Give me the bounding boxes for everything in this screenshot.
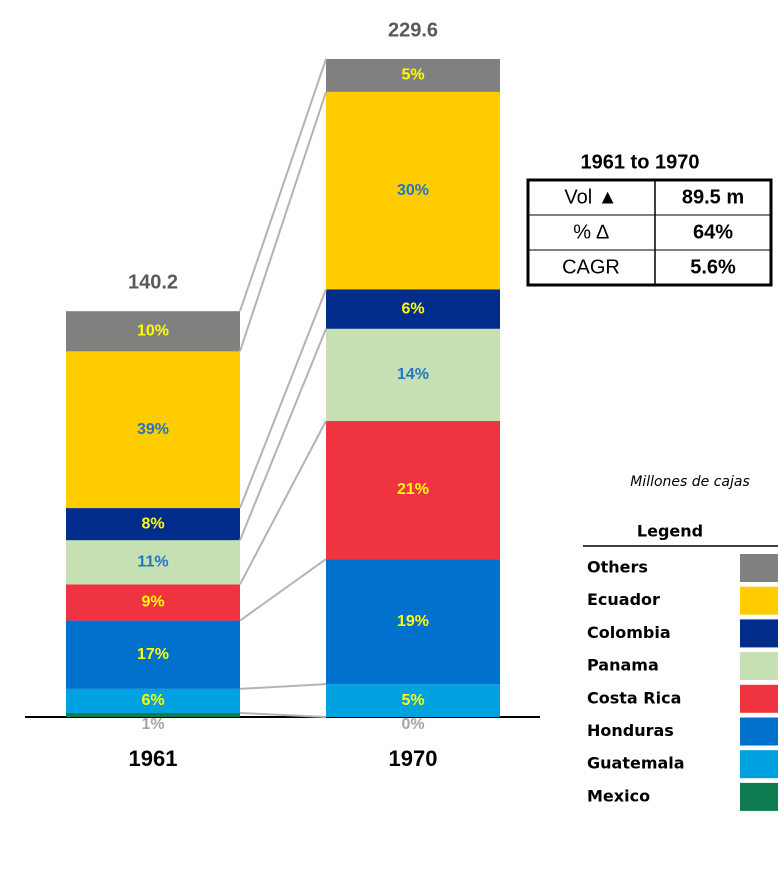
data-label: 5% <box>401 67 424 84</box>
x-tick-label: 1970 <box>389 746 438 771</box>
table-title: 1961 to 1970 <box>581 151 700 173</box>
bar-segment <box>326 59 500 92</box>
note: Millones de cajas <box>630 474 750 490</box>
data-label: 10% <box>137 322 169 339</box>
bar-segment <box>66 311 240 352</box>
bar-segment <box>66 712 240 717</box>
bar-segment <box>66 688 240 713</box>
table-cell: 64% <box>693 221 733 243</box>
table-cell: % ∆ <box>573 221 609 243</box>
connector <box>239 683 327 690</box>
legend-title: Legend <box>637 522 703 541</box>
connector <box>239 91 327 352</box>
bar-segment <box>326 328 500 421</box>
legend-label: Mexico <box>587 786 650 805</box>
data-label: 30% <box>397 182 429 199</box>
total-label: 140.2 <box>128 271 178 293</box>
legend-swatch <box>740 750 778 779</box>
total-label: 229.6 <box>388 19 438 41</box>
data-label: 9% <box>141 594 164 611</box>
table-cell: 89.5 m <box>682 186 744 208</box>
legend-swatch <box>740 782 778 811</box>
table-cell: 5.6% <box>690 256 736 278</box>
legend-swatch <box>740 652 778 681</box>
legend-label: Panama <box>587 656 659 675</box>
data-label: 6% <box>141 692 164 709</box>
legend-swatch <box>740 586 778 615</box>
table-frame <box>526 178 773 287</box>
data-label: 8% <box>141 515 164 532</box>
data-label: 5% <box>401 692 424 709</box>
legend-label: Costa Rica <box>587 688 681 707</box>
legend-swatch <box>740 684 778 713</box>
data-label: 11% <box>137 554 168 571</box>
data-label: 14% <box>397 366 429 383</box>
bar-segment <box>66 508 240 541</box>
bar-segment <box>66 620 240 689</box>
connector <box>239 328 327 541</box>
table-cell: CAGR <box>562 256 620 278</box>
legend-label: Guatemala <box>587 754 685 773</box>
data-label: 1% <box>141 716 164 733</box>
legend-swatch <box>740 717 778 746</box>
x-tick-label: 1961 <box>129 746 178 771</box>
connector <box>239 558 327 622</box>
data-label: 6% <box>401 300 424 317</box>
bar-segment <box>66 584 240 621</box>
legend-label: Colombia <box>587 623 671 642</box>
connector <box>239 420 327 585</box>
data-label: 19% <box>397 613 429 630</box>
bar-segment <box>326 420 500 560</box>
bar-segment <box>326 289 500 329</box>
legend-label: Others <box>587 558 648 577</box>
bar-segment <box>326 91 500 290</box>
bar-segment <box>66 540 240 585</box>
connector <box>239 711 327 718</box>
legend-swatch <box>740 619 778 648</box>
bar-segment <box>66 351 240 509</box>
data-label: 39% <box>137 421 169 438</box>
legend-label: Ecuador <box>587 590 660 609</box>
legend-swatch <box>740 554 778 582</box>
table-cell: Vol ▲ <box>564 186 617 208</box>
data-label: 17% <box>137 646 169 663</box>
legend-label: Honduras <box>587 721 674 740</box>
bar-segment <box>326 559 500 685</box>
data-label: 21% <box>397 481 429 498</box>
connector <box>239 58 327 312</box>
data-label: 0% <box>401 716 424 733</box>
connector <box>239 288 327 509</box>
bar-segment <box>326 684 500 717</box>
